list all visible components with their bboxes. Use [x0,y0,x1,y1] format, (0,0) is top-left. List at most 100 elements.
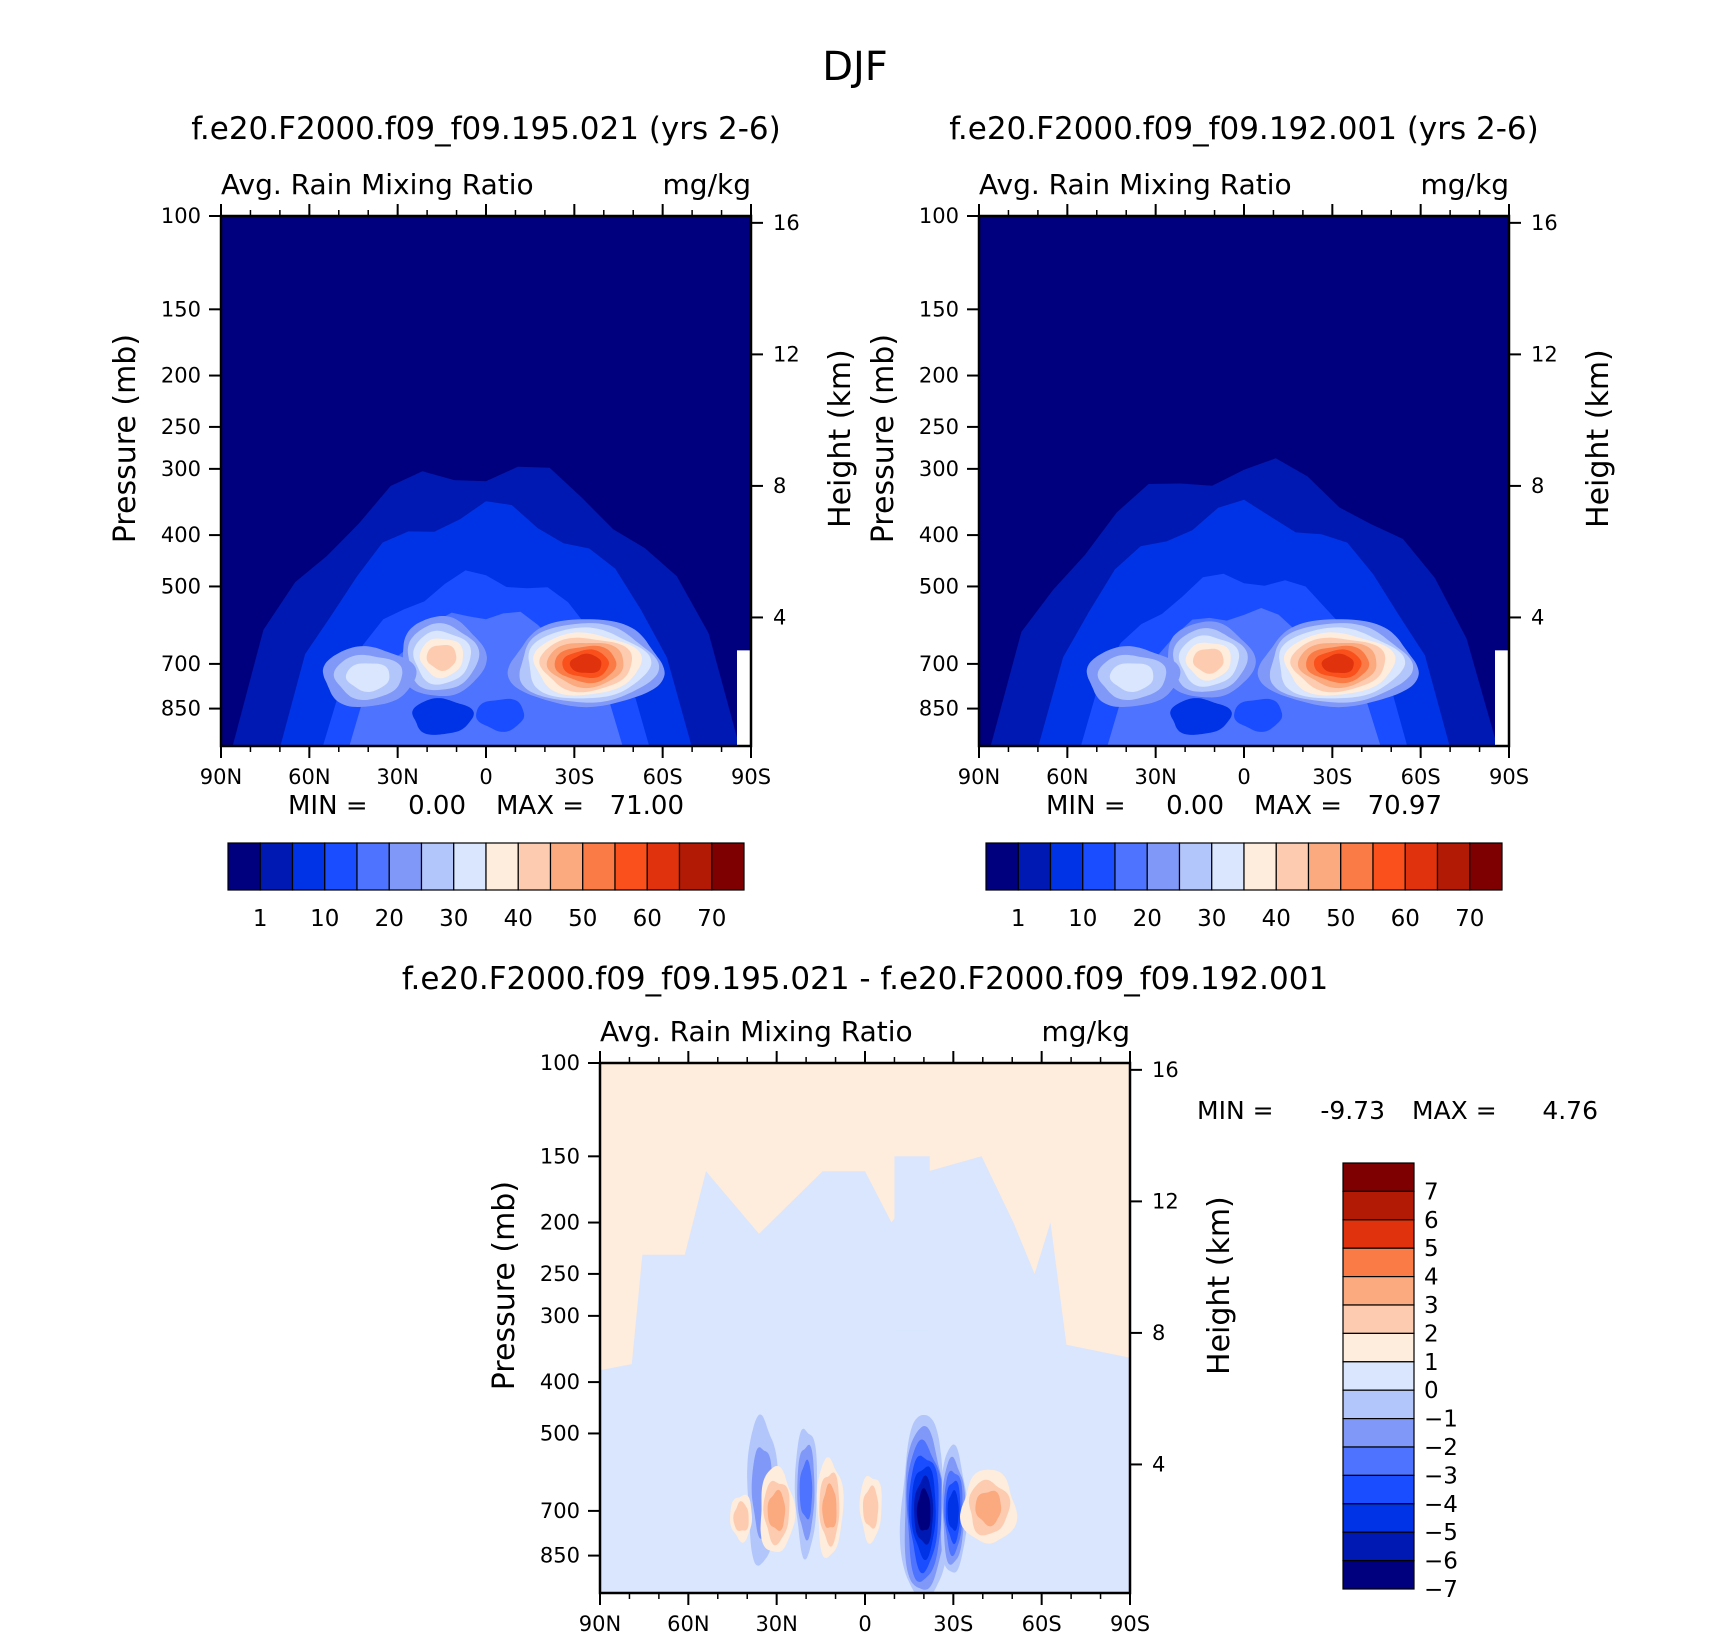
colorbar-swatch [1342,1446,1415,1476]
y-right-tick-label: 12 [773,342,800,366]
level-fill [894,1156,930,1331]
colorbar-label: 40 [1262,906,1291,932]
x-tick-label: 90N [579,1612,621,1636]
level-fill [822,1483,837,1528]
y-axis-title: Pressure (mb) [487,1181,522,1390]
colorbar-swatch [1342,1417,1415,1448]
y-axis-title: Pressure (mb) [108,334,143,543]
colorbar-label: 4 [1424,1265,1439,1291]
y-tick-label: 300 [919,457,959,481]
colorbar-swatch [1114,842,1148,891]
colorbar-swatch [291,842,326,891]
colorbar-label: 10 [310,906,339,932]
colorbar-swatch [1342,1361,1415,1391]
level-fill [1234,698,1283,732]
y-right-axis-title: Height (km) [1202,1196,1237,1375]
panel-title: f.e20.F2000.f09_f09.195.021 - f.e20.F200… [402,961,1328,997]
colorbar-swatch [1340,842,1374,891]
y-tick-label: 700 [161,652,201,676]
x-tick-label: 90S [731,765,771,789]
min-value: -9.73 [1320,1096,1385,1125]
colorbar-swatch [1275,842,1310,891]
level-fill [1170,698,1232,735]
y-right-tick-label: 8 [1531,474,1544,498]
x-tick-label: 30N [376,765,418,789]
panel-units-label: mg/kg [1421,168,1509,201]
max-label: MAX = [496,791,584,821]
y-right-tick-label: 16 [1531,211,1558,235]
panel-variable-label: Avg. Rain Mixing Ratio [221,168,534,201]
y-right-tick-label: 4 [1152,1452,1165,1476]
y-tick-label: 200 [161,364,201,388]
level-fill [1321,653,1354,674]
y-tick-label: 850 [161,697,201,721]
colorbar-swatch [1342,1247,1415,1278]
min-label: MIN = [1046,791,1126,821]
y-right-tick-label: 8 [1152,1321,1165,1345]
colorbar-swatch [227,842,261,891]
plot-area [979,216,1509,746]
colorbar-swatch [1082,842,1116,891]
panel-variable-label: Avg. Rain Mixing Ratio [600,1015,913,1048]
colorbar-label: 20 [1133,906,1162,932]
y-tick-label: 850 [919,697,959,721]
panel-1: f.e20.F2000.f09_f09.195.021 (yrs 2-6) Avg… [108,111,858,932]
missing-data [737,650,751,746]
colorbar-swatch [517,842,552,891]
min-label: MIN = [288,791,368,821]
x-tick-label: 30S [1312,765,1352,789]
y-tick-label: 300 [161,457,201,481]
y-right-tick-label: 16 [1152,1058,1179,1082]
level-fill [476,698,525,732]
level-fill [412,698,474,735]
level-fill [1193,648,1224,674]
colorbar-label: 1 [1424,1350,1439,1376]
colorbar-swatch [1342,1219,1415,1249]
x-tick-label: 90N [200,765,242,789]
colorbar-label: −1 [1424,1407,1458,1433]
level-fill [1109,663,1154,692]
level-fill [345,663,390,692]
colorbar-swatch [985,842,1019,891]
panel-3: f.e20.F2000.f09_f09.195.021 - f.e20.F200… [402,961,1598,1636]
x-tick-label: 60S [1022,1612,1062,1636]
y-tick-label: 150 [540,1144,580,1168]
colorbar-swatch [259,842,294,891]
colorbar-swatch [1469,842,1503,891]
y-tick-label: 200 [919,364,959,388]
colorbar-label: 70 [1455,906,1484,932]
y-right-tick-label: 4 [1531,605,1544,629]
x-tick-label: 0 [479,765,492,789]
y-tick-label: 700 [540,1499,580,1523]
y-tick-label: 400 [919,523,959,547]
colorbar-label: −3 [1424,1463,1458,1489]
colorbar-label: 1 [1011,906,1026,932]
colorbar-label: 30 [439,906,468,932]
colorbar-label: 6 [1424,1208,1439,1234]
colorbar-label: 50 [568,906,597,932]
colorbar-swatch [453,842,487,891]
y-tick-label: 150 [919,297,959,321]
max-label: MAX = [1254,791,1342,821]
y-tick-label: 100 [161,204,201,228]
colorbar-swatch [1342,1304,1415,1334]
colorbar-label: −2 [1424,1435,1458,1461]
colorbar-label: 20 [375,906,404,932]
colorbar-swatch [388,842,423,891]
y-tick-label: 500 [540,1421,580,1445]
level-fill [733,1501,749,1531]
x-tick-label: 0 [858,1612,871,1636]
x-tick-label: 30N [755,1612,797,1636]
min-label: MIN = [1197,1096,1274,1125]
y-tick-label: 400 [161,523,201,547]
colorbar-swatch [1342,1389,1415,1420]
y-tick-label: 400 [540,1370,580,1394]
max-value: 71.00 [610,791,684,821]
x-tick-label: 30S [554,765,594,789]
figure-title: DJF [822,44,888,90]
colorbar-label: 2 [1424,1321,1439,1347]
colorbar-swatch [1436,842,1471,891]
y-tick-label: 300 [540,1304,580,1328]
colorbar-swatch [1342,1503,1415,1533]
